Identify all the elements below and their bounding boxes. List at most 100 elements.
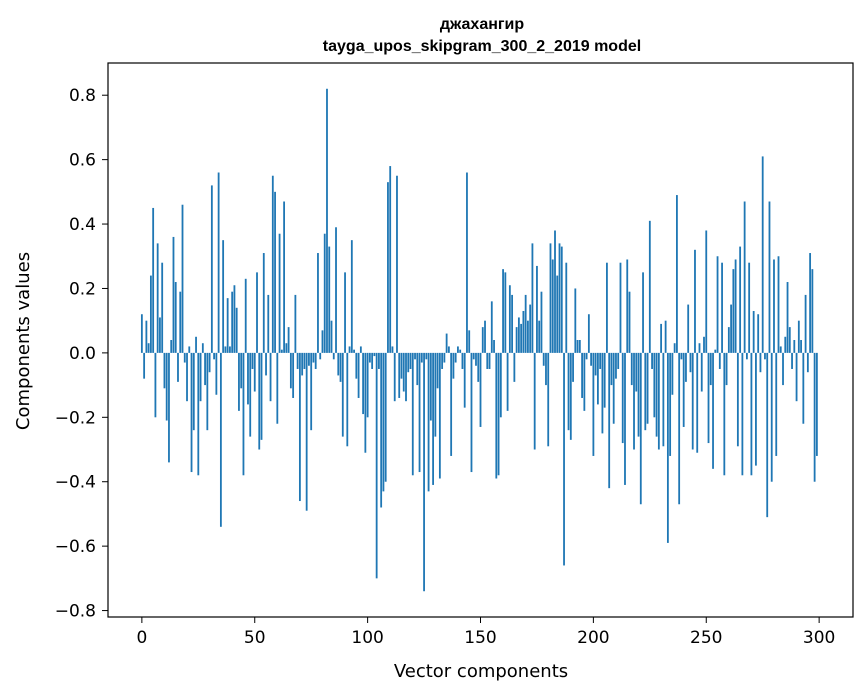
bar — [517, 317, 520, 353]
bar — [619, 262, 622, 353]
bar — [615, 352, 617, 379]
bar — [664, 320, 667, 353]
bar — [764, 352, 766, 360]
bar — [457, 346, 459, 353]
bar — [730, 304, 732, 353]
bar — [743, 201, 746, 353]
bar — [714, 349, 717, 353]
bar — [238, 352, 240, 411]
bar — [443, 352, 446, 363]
bar — [337, 352, 340, 376]
bar — [732, 269, 735, 353]
y-axis-ticks: −0.8 −0.6 −0.4 −0.2 0.0 0.2 0.4 0.6 0.8 — [55, 86, 108, 622]
bar — [766, 352, 769, 518]
bar — [574, 288, 577, 353]
bar — [655, 352, 658, 437]
bar — [612, 352, 615, 424]
bar — [197, 352, 200, 476]
bar — [271, 175, 274, 353]
bar — [411, 352, 414, 476]
bar — [195, 336, 197, 353]
bar — [779, 346, 782, 353]
bar — [423, 352, 425, 592]
bar — [156, 243, 159, 353]
bar — [716, 256, 719, 353]
bar — [398, 352, 401, 398]
bar — [445, 333, 448, 353]
bar — [436, 352, 439, 389]
bar — [152, 207, 155, 353]
bar — [432, 352, 434, 485]
bar — [314, 352, 317, 369]
bar — [777, 256, 780, 353]
bar — [644, 352, 647, 431]
bar — [174, 282, 177, 353]
bar — [224, 346, 227, 353]
bar — [407, 352, 410, 373]
bar — [159, 317, 161, 353]
bar — [468, 330, 471, 353]
bar — [815, 352, 818, 456]
bar — [161, 262, 164, 353]
bar — [596, 352, 599, 405]
bar — [524, 294, 527, 353]
bar — [317, 253, 319, 353]
bar — [190, 352, 193, 473]
bar — [770, 352, 773, 482]
bar — [217, 172, 220, 353]
bar — [569, 352, 572, 440]
bar — [538, 320, 541, 353]
bar — [321, 330, 324, 353]
bar — [617, 352, 620, 369]
y-axis-label: Components values — [13, 252, 34, 430]
bar — [208, 352, 211, 373]
bar — [741, 352, 744, 476]
bar — [357, 352, 360, 398]
bar — [188, 346, 191, 353]
bar — [678, 352, 681, 505]
bar — [551, 259, 554, 353]
bar — [504, 272, 507, 353]
bar — [502, 269, 504, 353]
y-tick-label: −0.6 — [55, 537, 96, 557]
bar — [371, 352, 374, 369]
bar — [497, 352, 500, 476]
y-tick-label: −0.8 — [55, 602, 96, 622]
bar — [804, 294, 807, 353]
bar — [206, 352, 209, 431]
bar — [680, 352, 683, 360]
bar — [545, 352, 547, 386]
bar — [531, 243, 534, 353]
bar — [258, 352, 261, 450]
bar — [606, 262, 608, 353]
bar — [479, 352, 482, 427]
bar — [201, 343, 204, 353]
bar — [800, 340, 802, 353]
bar — [265, 352, 267, 376]
y-tick-label: 0.2 — [69, 279, 96, 299]
bar — [648, 220, 651, 353]
bar — [149, 275, 152, 353]
bar — [549, 243, 552, 353]
bar — [709, 352, 712, 386]
bar — [231, 291, 234, 353]
bar — [592, 352, 595, 456]
bar — [630, 352, 633, 386]
bar — [215, 352, 218, 395]
bar — [786, 282, 789, 353]
bar — [662, 352, 665, 447]
bar — [657, 352, 660, 450]
bar — [387, 182, 389, 353]
bar — [773, 259, 775, 353]
bar — [425, 352, 428, 360]
bar — [181, 204, 184, 353]
bar — [687, 304, 690, 353]
bar — [310, 352, 313, 431]
bar — [533, 352, 536, 450]
bar — [576, 340, 579, 353]
bar — [418, 352, 421, 473]
bar — [276, 352, 279, 424]
bar — [461, 352, 464, 369]
bar — [262, 253, 265, 353]
bar — [811, 269, 814, 353]
